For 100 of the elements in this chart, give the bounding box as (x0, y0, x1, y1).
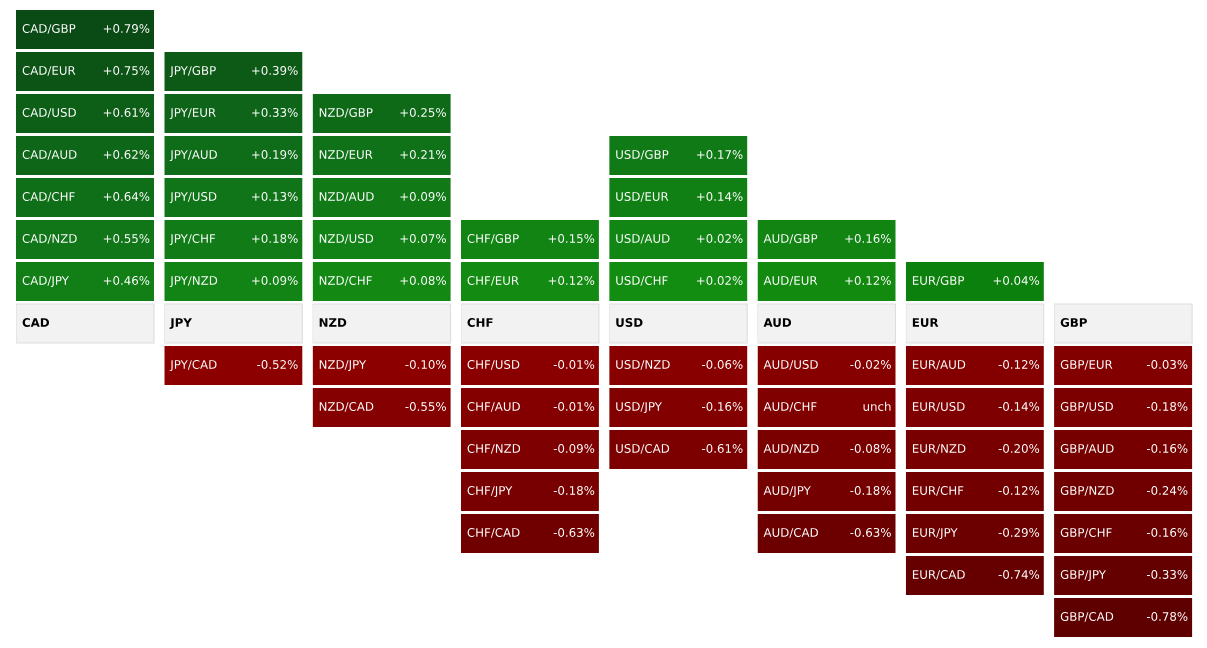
data-label: -0.74% (998, 570, 1040, 579)
data-label: -0.16% (1146, 444, 1188, 453)
category-label: GBP/NZD (1060, 486, 1114, 496)
category-label: GBP/CAD (1060, 612, 1114, 622)
text: EUR (912, 318, 939, 327)
category-label: AUD/EUR (763, 276, 818, 286)
data-label: +0.15% (548, 234, 595, 243)
data-label: -0.18% (850, 486, 891, 495)
data-label: -0.12% (998, 486, 1040, 495)
category-label: NZD/JPY (319, 360, 367, 372)
category-label: NZD/EUR (319, 150, 373, 160)
text: NZD (319, 318, 347, 327)
category-label: CAD/GBP (22, 24, 76, 34)
data-label: +0.64% (103, 192, 150, 201)
category-label: CHF/CAD (467, 528, 520, 538)
data-label: -0.55% (405, 402, 446, 411)
category-label: CHF/USD (467, 360, 520, 370)
category-label: CHF/JPY (467, 486, 513, 498)
data-label: -0.18% (553, 486, 595, 495)
category-label: AUD/CHF (763, 402, 817, 412)
text: CAD (22, 318, 49, 327)
data-label: +0.39% (252, 66, 298, 75)
data-label: +0.18% (252, 234, 298, 243)
category-label: CAD/CHF (22, 192, 75, 202)
data-label: +0.02% (697, 276, 743, 285)
category-label: CHF/EUR (467, 276, 519, 286)
data-label: +0.21% (400, 150, 446, 159)
category-label: JPY/CHF (169, 234, 216, 246)
category-label: USD/CAD (616, 444, 670, 454)
category-label: CHF/NZD (467, 444, 521, 454)
category-label: CAD/EUR (22, 66, 76, 76)
data-label: -0.09% (553, 444, 595, 453)
category-label: JPY/USD (169, 192, 217, 204)
data-label: -0.63% (553, 528, 595, 537)
category-label: JPY/GBP (169, 66, 216, 78)
data-label: +0.13% (252, 192, 298, 201)
category-label: EUR/CHF (912, 486, 964, 496)
data-label: +0.16% (845, 234, 891, 243)
text: AUD (763, 318, 792, 327)
category-label: EUR/GBP (912, 276, 965, 286)
category-label: AUD/JPY (763, 486, 811, 498)
category-label: EUR/CAD (912, 570, 965, 580)
category-label: GBP/EUR (1060, 360, 1113, 370)
data-label: -0.18% (1146, 402, 1188, 411)
category-label: NZD/GBP (319, 108, 373, 118)
category-label: GBP/USD (1060, 402, 1113, 412)
data-label: -0.61% (702, 444, 743, 453)
data-label: +0.25% (400, 108, 446, 117)
data-label: -0.24% (1146, 486, 1188, 495)
category-label: JPY/EUR (169, 108, 216, 120)
data-label: +0.79% (103, 24, 150, 33)
data-label: -0.16% (702, 402, 743, 411)
data-label: -0.52% (257, 360, 298, 369)
data-label: +0.04% (993, 276, 1040, 285)
data-label: +0.33% (252, 108, 298, 117)
category-label: EUR/USD (912, 402, 965, 412)
data-label: +0.09% (252, 276, 298, 285)
data-label: -0.02% (850, 360, 891, 369)
category-label: USD/GBP (616, 150, 669, 160)
category-label: JPY/CAD (169, 360, 217, 372)
category-label: USD/JPY (616, 402, 662, 414)
category-label: JPY/AUD (169, 150, 217, 162)
data-label: +0.12% (548, 276, 595, 285)
category-label: NZD/CAD (319, 402, 374, 412)
category-label: USD/CHF (616, 276, 668, 286)
category-label: GBP/JPY (1060, 570, 1107, 582)
data-label: -0.03% (1146, 360, 1188, 369)
category-label: CHF/AUD (467, 402, 520, 412)
category-label: AUD/USD (763, 360, 818, 370)
data-label: +0.14% (697, 192, 743, 201)
category-label: EUR/AUD (912, 360, 966, 370)
data-label: -0.78% (1146, 612, 1188, 621)
text: JPY (169, 318, 193, 330)
data-label: -0.20% (998, 444, 1040, 453)
text: USD (616, 318, 643, 327)
data-label: -0.10% (405, 360, 446, 369)
category-label: USD/NZD (616, 360, 670, 370)
data-label: +0.12% (845, 276, 891, 285)
category-label: AUD/GBP (763, 234, 818, 244)
category-label: CAD/NZD (22, 234, 77, 244)
data-label: -0.29% (998, 528, 1040, 537)
text: GBP (1060, 318, 1087, 327)
data-label: +0.07% (400, 234, 446, 243)
category-label: NZD/USD (319, 234, 374, 244)
category-label: JPY/NZD (169, 276, 218, 288)
data-label: +0.62% (103, 150, 150, 159)
data-label: +0.75% (103, 66, 150, 75)
category-label: GBP/AUD (1060, 444, 1114, 454)
category-label: NZD/AUD (319, 192, 374, 202)
data-label: +0.61% (103, 108, 150, 117)
data-label: +0.46% (103, 276, 150, 285)
data-label: +0.19% (252, 150, 298, 159)
data-label: -0.16% (1146, 528, 1188, 537)
category-label: EUR/NZD (912, 444, 966, 454)
category-label: USD/EUR (616, 192, 669, 202)
category-label: NZD/CHF (319, 276, 372, 286)
data-label: -0.14% (998, 402, 1040, 411)
data-label: -0.08% (850, 444, 891, 453)
data-label: -0.33% (1146, 570, 1188, 579)
data-label: +0.55% (103, 234, 150, 243)
